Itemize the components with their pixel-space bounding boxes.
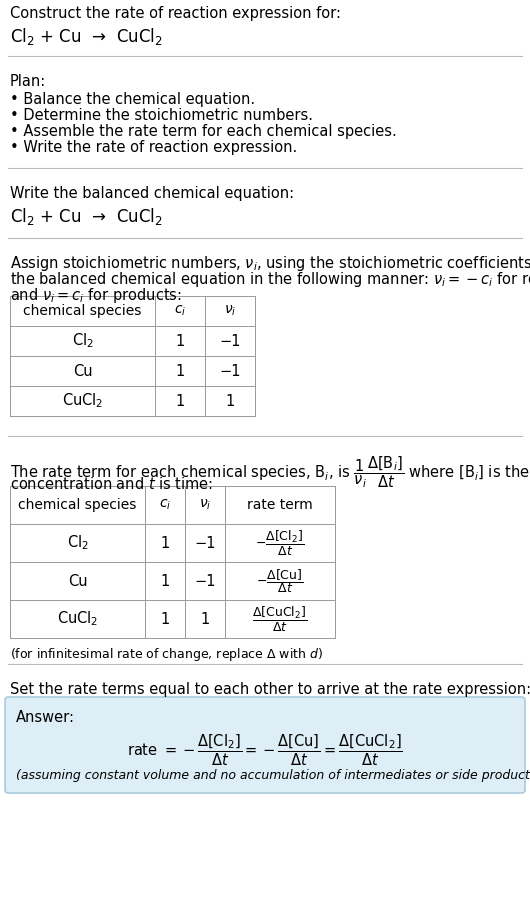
Text: • Write the rate of reaction expression.: • Write the rate of reaction expression. (10, 140, 297, 155)
Text: $-\dfrac{\Delta[\mathrm{Cu}]}{\Delta t}$: $-\dfrac{\Delta[\mathrm{Cu}]}{\Delta t}$ (257, 567, 304, 595)
Text: • Assemble the rate term for each chemical species.: • Assemble the rate term for each chemic… (10, 124, 397, 139)
Text: Construct the rate of reaction expression for:: Construct the rate of reaction expressio… (10, 6, 341, 21)
Text: 1: 1 (161, 573, 170, 589)
Text: Plan:: Plan: (10, 74, 46, 89)
Text: Cu: Cu (73, 363, 92, 379)
Text: Cl$_2$: Cl$_2$ (67, 533, 89, 552)
Text: Cu: Cu (68, 573, 87, 589)
Text: 1: 1 (161, 535, 170, 551)
Text: −1: −1 (219, 363, 241, 379)
Text: concentration and $t$ is time:: concentration and $t$ is time: (10, 476, 213, 492)
FancyBboxPatch shape (5, 697, 525, 793)
Text: the balanced chemical equation in the following manner: $\nu_i = -c_i$ for react: the balanced chemical equation in the fo… (10, 270, 530, 289)
Text: • Determine the stoichiometric numbers.: • Determine the stoichiometric numbers. (10, 108, 313, 123)
Text: 1: 1 (175, 393, 184, 409)
Text: $\dfrac{\Delta[\mathrm{CuCl_2}]}{\Delta t}$: $\dfrac{\Delta[\mathrm{CuCl_2}]}{\Delta … (252, 604, 307, 633)
Text: The rate term for each chemical species, B$_i$, is $\dfrac{1}{\nu_i}\dfrac{\Delt: The rate term for each chemical species,… (10, 454, 530, 490)
Text: Cl$_2$ + Cu  →  CuCl$_2$: Cl$_2$ + Cu → CuCl$_2$ (10, 206, 163, 227)
Text: (assuming constant volume and no accumulation of intermediates or side products): (assuming constant volume and no accumul… (16, 769, 530, 782)
Text: $c_i$: $c_i$ (174, 304, 186, 318)
Text: Write the balanced chemical equation:: Write the balanced chemical equation: (10, 186, 294, 201)
Text: 1: 1 (200, 612, 210, 626)
Text: Cl$_2$: Cl$_2$ (72, 331, 93, 350)
Text: Set the rate terms equal to each other to arrive at the rate expression:: Set the rate terms equal to each other t… (10, 682, 530, 697)
Text: Cl$_2$ + Cu  →  CuCl$_2$: Cl$_2$ + Cu → CuCl$_2$ (10, 26, 163, 47)
Text: $\nu_i$: $\nu_i$ (224, 304, 236, 318)
Text: rate $= -\dfrac{\Delta[\mathrm{Cl_2}]}{\Delta t} = -\dfrac{\Delta[\mathrm{Cu}]}{: rate $= -\dfrac{\Delta[\mathrm{Cl_2}]}{\… (127, 732, 403, 767)
Text: 1: 1 (161, 612, 170, 626)
Text: $\nu_i$: $\nu_i$ (199, 498, 211, 512)
Text: −1: −1 (195, 535, 216, 551)
Text: 1: 1 (175, 333, 184, 349)
Text: CuCl$_2$: CuCl$_2$ (62, 391, 103, 410)
Text: −1: −1 (195, 573, 216, 589)
Text: 1: 1 (225, 393, 235, 409)
Text: • Balance the chemical equation.: • Balance the chemical equation. (10, 92, 255, 107)
Text: CuCl$_2$: CuCl$_2$ (57, 610, 98, 628)
Text: rate term: rate term (247, 498, 313, 512)
Text: Assign stoichiometric numbers, $\nu_i$, using the stoichiometric coefficients, $: Assign stoichiometric numbers, $\nu_i$, … (10, 254, 530, 273)
Text: chemical species: chemical species (19, 498, 137, 512)
Text: (for infinitesimal rate of change, replace Δ with $d$): (for infinitesimal rate of change, repla… (10, 646, 323, 663)
Text: chemical species: chemical species (23, 304, 142, 318)
Text: and $\nu_i = c_i$ for products:: and $\nu_i = c_i$ for products: (10, 286, 182, 305)
Text: −1: −1 (219, 333, 241, 349)
Text: $c_i$: $c_i$ (159, 498, 171, 512)
Text: $-\dfrac{\Delta[\mathrm{Cl_2}]}{\Delta t}$: $-\dfrac{\Delta[\mathrm{Cl_2}]}{\Delta t… (255, 529, 305, 558)
Text: 1: 1 (175, 363, 184, 379)
Text: Answer:: Answer: (16, 710, 75, 725)
